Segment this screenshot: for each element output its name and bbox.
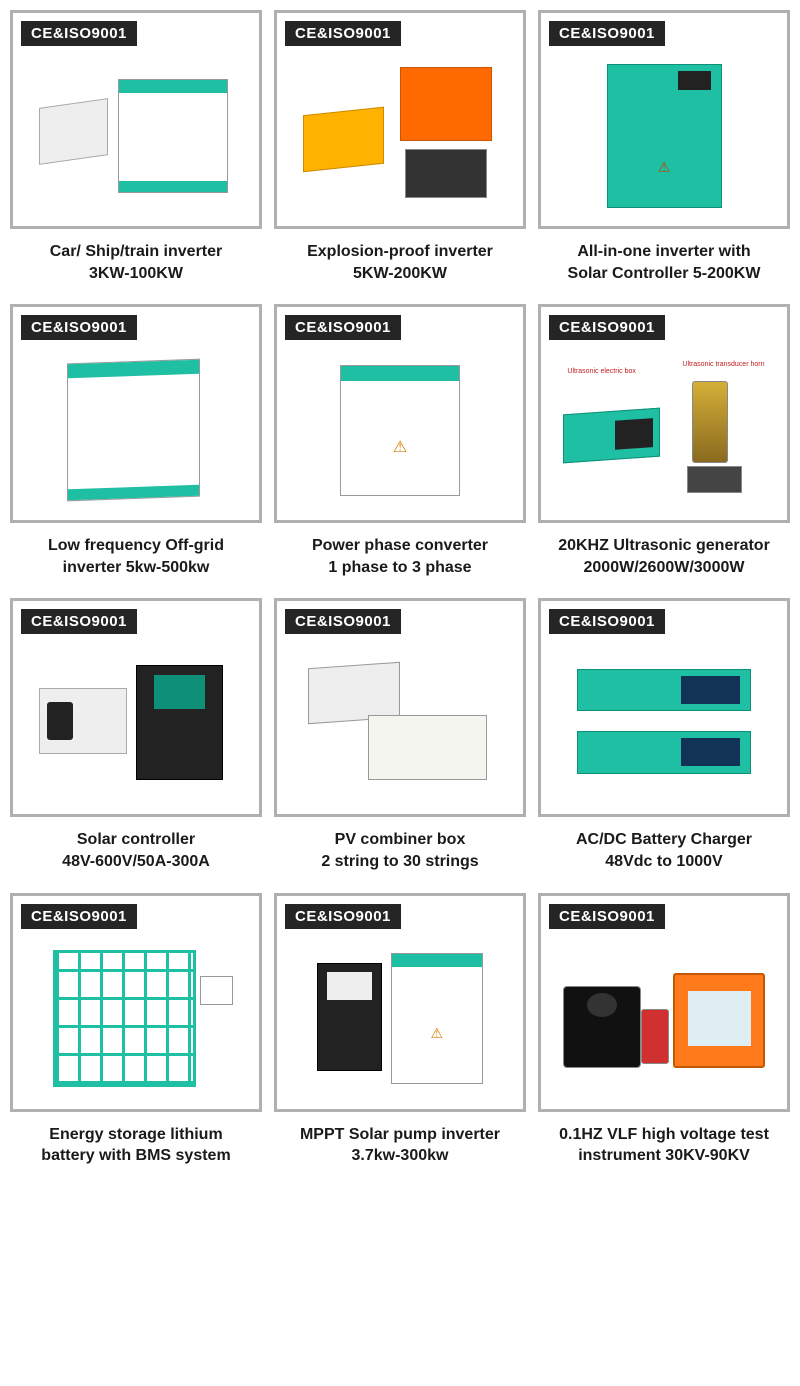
product-title: Energy storage lithiumbattery with BMS s… [39, 1124, 232, 1167]
product-frame: CE&ISO9001 [538, 10, 790, 229]
product-title: MPPT Solar pump inverter3.7kw-300kw [298, 1124, 502, 1167]
product-image [541, 929, 787, 1109]
product-frame: CE&ISO9001 [274, 893, 526, 1112]
product-grid: CE&ISO9001 Car/ Ship/train inverter3KW-1… [0, 0, 800, 1177]
cert-badge: CE&ISO9001 [285, 315, 401, 340]
product-image [541, 634, 787, 814]
product-title: Solar controller48V-600V/50A-300A [60, 829, 212, 872]
product-card[interactable]: CE&ISO9001 PV combiner box2 string to 30… [274, 598, 526, 872]
product-card[interactable]: CE&ISO9001 All-in-one inverter withSolar… [538, 10, 790, 284]
cert-badge: CE&ISO9001 [21, 315, 137, 340]
product-card[interactable]: CE&ISO9001 Low frequency Off-gridinverte… [10, 304, 262, 578]
product-frame: CE&ISO9001 [274, 598, 526, 817]
product-frame: CE&ISO9001 Ultrasonic electric box Ultra… [538, 304, 790, 523]
product-image [13, 46, 259, 226]
product-title: Power phase converter1 phase to 3 phase [310, 535, 490, 578]
product-card[interactable]: CE&ISO9001 AC/DC Battery Charger48Vdc to… [538, 598, 790, 872]
product-image [13, 340, 259, 520]
product-card[interactable]: CE&ISO9001 Energy storage lithiumbattery… [10, 893, 262, 1167]
product-title: Low frequency Off-gridinverter 5kw-500kw [46, 535, 226, 578]
cert-badge: CE&ISO9001 [21, 904, 137, 929]
product-frame: CE&ISO9001 [538, 598, 790, 817]
product-card[interactable]: CE&ISO9001 Explosion-proof inverter5KW-2… [274, 10, 526, 284]
product-title: PV combiner box2 string to 30 strings [319, 829, 480, 872]
product-image [541, 46, 787, 226]
product-image [277, 634, 523, 814]
product-title: Car/ Ship/train inverter3KW-100KW [48, 241, 225, 284]
product-frame: CE&ISO9001 [274, 10, 526, 229]
cert-badge: CE&ISO9001 [285, 904, 401, 929]
product-title: 0.1HZ VLF high voltage testinstrument 30… [557, 1124, 771, 1167]
product-image [13, 634, 259, 814]
product-image [277, 340, 523, 520]
product-card[interactable]: CE&ISO9001 MPPT Solar pump inverter3.7kw… [274, 893, 526, 1167]
product-title: Explosion-proof inverter5KW-200KW [305, 241, 495, 284]
product-frame: CE&ISO9001 [10, 598, 262, 817]
product-frame: CE&ISO9001 [274, 304, 526, 523]
product-card[interactable]: CE&ISO9001 Solar controller48V-600V/50A-… [10, 598, 262, 872]
cert-badge: CE&ISO9001 [549, 315, 665, 340]
cert-badge: CE&ISO9001 [549, 904, 665, 929]
cert-badge: CE&ISO9001 [285, 609, 401, 634]
product-title: All-in-one inverter withSolar Controller… [566, 241, 763, 284]
product-image [277, 929, 523, 1109]
product-card[interactable]: CE&ISO9001 Power phase converter1 phase … [274, 304, 526, 578]
cert-badge: CE&ISO9001 [21, 21, 137, 46]
product-card[interactable]: CE&ISO9001 Ultrasonic electric box Ultra… [538, 304, 790, 578]
product-card[interactable]: CE&ISO9001 0.1HZ VLF high voltage testin… [538, 893, 790, 1167]
product-frame: CE&ISO9001 [10, 304, 262, 523]
product-image: Ultrasonic electric box Ultrasonic trans… [541, 340, 787, 520]
product-title: AC/DC Battery Charger48Vdc to 1000V [574, 829, 754, 872]
product-frame: CE&ISO9001 [10, 10, 262, 229]
annotation-label: Ultrasonic transducer horn [682, 361, 764, 368]
product-image [277, 46, 523, 226]
cert-badge: CE&ISO9001 [285, 21, 401, 46]
product-frame: CE&ISO9001 [10, 893, 262, 1112]
product-frame: CE&ISO9001 [538, 893, 790, 1112]
annotation-label: Ultrasonic electric box [567, 368, 635, 375]
cert-badge: CE&ISO9001 [549, 21, 665, 46]
product-card[interactable]: CE&ISO9001 Car/ Ship/train inverter3KW-1… [10, 10, 262, 284]
cert-badge: CE&ISO9001 [549, 609, 665, 634]
product-title: 20KHZ Ultrasonic generator2000W/2600W/30… [556, 535, 772, 578]
product-image [13, 929, 259, 1109]
cert-badge: CE&ISO9001 [21, 609, 137, 634]
